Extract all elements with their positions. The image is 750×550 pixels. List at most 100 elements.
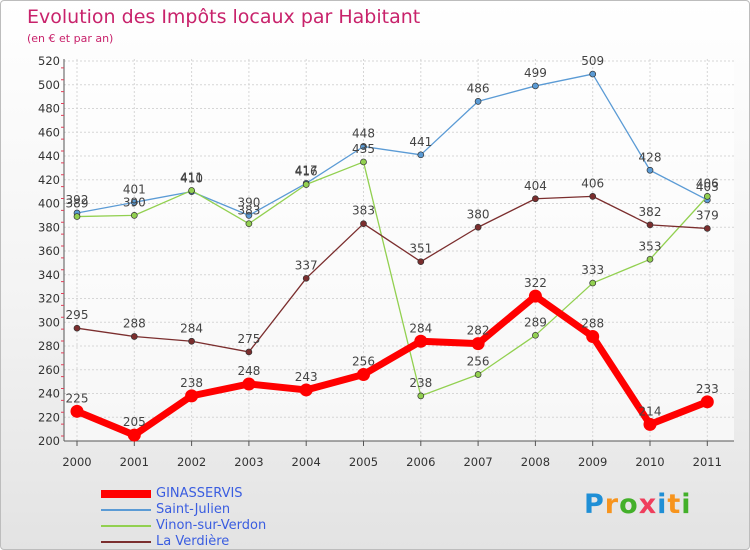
data-point [532, 331, 539, 339]
chart-title: Evolution des Impôts locaux par Habitant [27, 6, 421, 28]
legend-swatch [101, 525, 151, 527]
data-point [532, 82, 539, 90]
data-label: 383 [237, 204, 260, 218]
x-tick-label: 2007 [463, 455, 492, 469]
data-label: 214 [639, 404, 662, 418]
data-point [360, 143, 367, 150]
y-tick-label: 460 [38, 125, 60, 139]
data-point [73, 213, 81, 220]
legend-item: La Verdière [101, 534, 361, 549]
data-label: 351 [409, 242, 432, 256]
logo-letter: P [584, 489, 605, 520]
y-tick-label: 320 [38, 292, 60, 306]
data-point [357, 368, 370, 381]
series-line [76, 73, 708, 217]
data-label: 417 [295, 163, 318, 177]
data-labels: 225 205 238 248 243 256 284 282 322 288 214 233 392 4… [66, 54, 719, 429]
data-point [302, 181, 310, 188]
data-label: 289 [524, 315, 547, 329]
series-line [76, 195, 708, 353]
data-label: 404 [524, 179, 547, 193]
data-label: 401 [123, 182, 146, 196]
data-label: 486 [467, 81, 490, 95]
legend-label: Saint-Julien [156, 502, 231, 517]
series-line [73, 292, 711, 439]
y-tick-label: 300 [38, 315, 60, 329]
legend-label: La Verdière [156, 534, 230, 549]
data-point [589, 279, 597, 287]
y-tick-label: 260 [38, 363, 60, 377]
data-label: 243 [295, 370, 318, 384]
data-label: 406 [696, 176, 719, 190]
data-label: 382 [639, 205, 662, 219]
data-label: 322 [524, 276, 547, 290]
data-point [188, 187, 195, 194]
data-point [643, 417, 657, 431]
data-point [700, 395, 714, 409]
x-tick-label: 2002 [177, 455, 206, 469]
proxiti-logo: Proxiti [584, 489, 694, 525]
logo-letter: x [638, 489, 658, 520]
data-point [646, 166, 654, 174]
data-point [474, 371, 482, 378]
data-label: 435 [352, 142, 375, 156]
data-point [474, 223, 482, 231]
x-tick-label: 2001 [120, 455, 149, 469]
series-line [76, 161, 708, 397]
series-vinon-sur-verdon [73, 158, 711, 400]
y-tick-label: 280 [38, 339, 60, 353]
data-label: 448 [352, 127, 375, 141]
y-tick-label: 520 [38, 54, 60, 68]
y-tick-label: 500 [38, 78, 60, 92]
x-tick-label: 2011 [693, 455, 722, 469]
data-label: 380 [467, 207, 490, 221]
data-point [703, 225, 711, 232]
data-label: 337 [295, 258, 318, 272]
data-label: 238 [409, 376, 432, 390]
x-tick-label: 2009 [578, 455, 607, 469]
data-label: 284 [409, 321, 432, 335]
y-tick-label: 340 [38, 268, 60, 282]
data-point [127, 428, 141, 442]
y-tick-label: 200 [38, 434, 60, 448]
data-point [302, 274, 310, 282]
x-tick-label: 2010 [635, 455, 664, 469]
data-label: 248 [237, 364, 260, 378]
data-point [703, 193, 711, 200]
logo-letter: i [657, 489, 668, 520]
data-point [417, 392, 425, 400]
data-label: 383 [352, 204, 375, 218]
plot-area [64, 59, 734, 441]
x-tick-label: 2000 [62, 455, 91, 469]
chart-subtitle: (en € et par an) [27, 32, 114, 45]
data-point [130, 212, 138, 219]
data-point [646, 221, 654, 229]
y-tick-label: 400 [38, 197, 60, 211]
data-point [73, 324, 81, 332]
data-point [532, 195, 539, 203]
x-tick-label: 2006 [406, 455, 435, 469]
data-label: 428 [639, 150, 662, 164]
data-point [188, 337, 195, 345]
data-point [589, 70, 597, 78]
data-label: 416 [295, 165, 318, 179]
data-point [646, 255, 654, 263]
data-label: 392 [66, 193, 89, 207]
data-label: 288 [123, 317, 146, 331]
data-label: 205 [123, 415, 146, 429]
data-point [360, 220, 367, 228]
data-point [299, 383, 313, 397]
data-point [130, 333, 138, 340]
data-label: 282 [467, 324, 490, 338]
data-point [245, 348, 253, 356]
grid [64, 59, 734, 442]
data-point [130, 198, 138, 206]
x-tick-label: 2004 [292, 455, 321, 469]
data-label: 390 [237, 195, 260, 209]
data-point [242, 377, 256, 391]
legend-swatch [101, 490, 151, 498]
legend-label: Vinon-sur-Verdon [156, 518, 267, 533]
legend-item: Saint-Julien [101, 502, 361, 518]
y-tick-label: 220 [38, 410, 60, 424]
